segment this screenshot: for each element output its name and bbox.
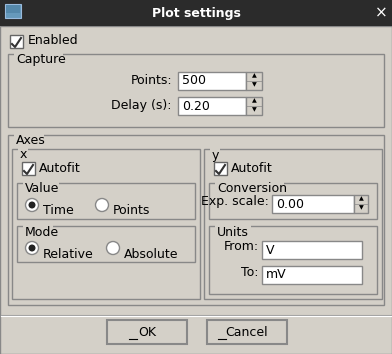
Text: Points:: Points:: [131, 74, 172, 87]
Circle shape: [25, 199, 38, 211]
Circle shape: [25, 241, 38, 255]
Text: 0.20: 0.20: [182, 99, 210, 113]
Bar: [204, 149, 382, 299]
Bar: [107, 320, 187, 344]
Text: y: y: [212, 148, 220, 161]
Text: Points: Points: [113, 205, 151, 217]
Bar: [207, 320, 287, 344]
Text: ▲: ▲: [359, 196, 363, 201]
Text: OK: OK: [138, 325, 156, 338]
Bar: [210, 148, 220, 151]
Bar: [209, 183, 377, 219]
Bar: [10, 35, 23, 48]
Text: Enabled: Enabled: [28, 34, 79, 47]
Bar: [354, 195, 368, 213]
Bar: [178, 97, 246, 115]
Text: Time: Time: [43, 205, 74, 217]
Bar: [14, 134, 44, 137]
Text: Axes: Axes: [16, 135, 46, 148]
Circle shape: [96, 199, 109, 211]
Text: ×: ×: [375, 6, 387, 21]
Circle shape: [29, 245, 36, 251]
Circle shape: [29, 201, 36, 209]
Bar: [214, 162, 227, 175]
Text: Cancel: Cancel: [226, 325, 268, 338]
Bar: [22, 162, 35, 175]
Text: Conversion: Conversion: [217, 183, 287, 195]
Bar: [8, 54, 384, 127]
Text: Autofit: Autofit: [231, 161, 273, 175]
Bar: [6, 5, 20, 13]
Text: From:: From:: [224, 240, 259, 253]
Text: Exp. scale:: Exp. scale:: [201, 194, 269, 207]
Text: Plot settings: Plot settings: [152, 6, 240, 19]
Bar: [262, 266, 362, 284]
Text: Delay (s):: Delay (s):: [111, 99, 172, 113]
Bar: [18, 148, 29, 151]
Text: 500: 500: [182, 74, 206, 87]
Bar: [262, 241, 362, 259]
Text: Autofit: Autofit: [39, 161, 81, 175]
Text: 0.00: 0.00: [276, 198, 304, 211]
Bar: [14, 53, 64, 56]
Bar: [246, 72, 262, 90]
Circle shape: [107, 241, 120, 255]
Bar: [272, 195, 354, 213]
Text: ▼: ▼: [252, 108, 256, 113]
Text: Units: Units: [217, 225, 249, 239]
Bar: [5, 4, 21, 18]
Bar: [23, 225, 53, 228]
Text: ▼: ▼: [252, 82, 256, 87]
Bar: [215, 225, 252, 228]
Bar: [0, 0, 392, 26]
Text: Value: Value: [25, 183, 59, 195]
Bar: [17, 183, 195, 219]
Text: ▲: ▲: [252, 98, 256, 103]
Text: To:: To:: [241, 266, 259, 279]
Text: ▲: ▲: [252, 74, 256, 79]
Text: Capture: Capture: [16, 53, 66, 67]
Text: Relative: Relative: [43, 247, 94, 261]
Text: mV: mV: [266, 268, 287, 281]
Bar: [12, 149, 200, 299]
Text: Mode: Mode: [25, 225, 59, 239]
Bar: [246, 97, 262, 115]
Text: Absolute: Absolute: [124, 247, 178, 261]
Text: ▼: ▼: [359, 206, 363, 211]
Bar: [8, 135, 384, 305]
Bar: [23, 182, 60, 185]
Bar: [178, 72, 246, 90]
Text: V: V: [266, 244, 274, 257]
Bar: [17, 226, 195, 262]
Bar: [215, 182, 284, 185]
Text: x: x: [20, 148, 27, 161]
Bar: [209, 226, 377, 294]
